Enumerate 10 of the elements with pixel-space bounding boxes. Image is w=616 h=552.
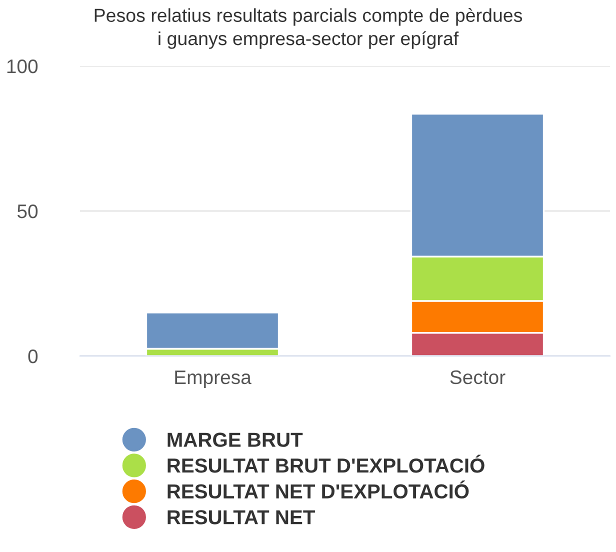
- x-tick-label: Empresa: [175, 370, 252, 388]
- y-tick-label: 50: [17, 204, 38, 218]
- y-tick-label: 0: [28, 349, 38, 364]
- legend-label: RESULTAT BRUT D'EXPLOTACIÓ: [168, 454, 484, 473]
- chart-title: Pesos relatius resultats parcials compte de pèrdues i guanys empresa-sector per epígraf: [94, 8, 522, 49]
- y-tick-label: 100: [7, 59, 38, 74]
- x-tick-label: Sector: [450, 370, 506, 384]
- legend-label: RESULTAT NET: [168, 510, 315, 524]
- legend-label: MARGE BRUT: [168, 432, 303, 447]
- legend-label: RESULTAT NET D'EXPLOTACIÓ: [168, 480, 469, 499]
